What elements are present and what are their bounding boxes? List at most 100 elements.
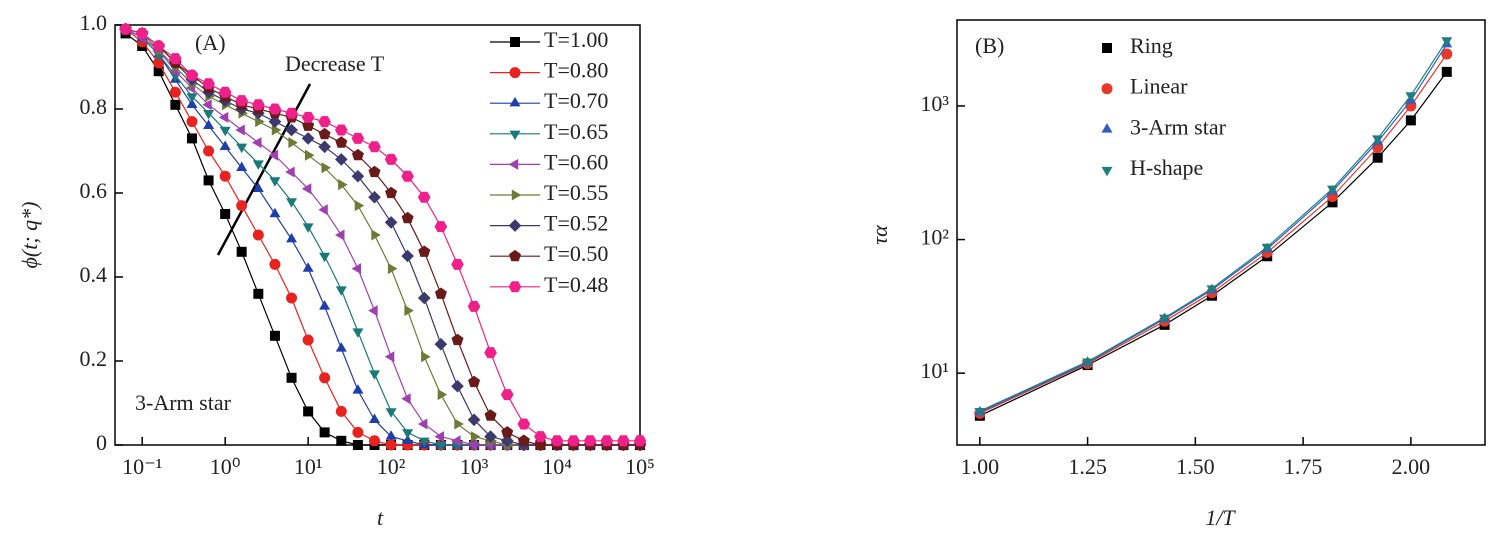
marker bbox=[268, 149, 279, 161]
marker bbox=[236, 246, 247, 257]
legend-label: T=1.00 bbox=[544, 27, 608, 52]
marker bbox=[186, 133, 197, 144]
legend-marker bbox=[508, 219, 522, 232]
marker bbox=[369, 370, 380, 380]
marker bbox=[336, 435, 347, 446]
legend-marker bbox=[508, 281, 522, 293]
marker bbox=[1327, 197, 1338, 208]
legend-marker bbox=[509, 249, 521, 262]
legend-marker bbox=[1101, 83, 1113, 95]
marker bbox=[417, 291, 431, 305]
marker bbox=[434, 337, 448, 351]
y-tick-label: 1.0 bbox=[80, 10, 108, 35]
marker bbox=[385, 430, 397, 440]
plot-frame bbox=[956, 19, 1486, 446]
marker bbox=[301, 183, 312, 195]
legend-label: T=0.52 bbox=[544, 211, 608, 236]
marker bbox=[203, 119, 215, 129]
x-tick-label: 10⁻¹ bbox=[122, 454, 162, 479]
marker bbox=[318, 116, 331, 128]
marker bbox=[236, 161, 248, 171]
y-tick-label: 0.4 bbox=[80, 262, 108, 287]
marker bbox=[517, 434, 530, 446]
marker bbox=[385, 408, 397, 418]
marker bbox=[354, 200, 365, 212]
marker bbox=[218, 86, 232, 98]
marker bbox=[203, 145, 215, 157]
legend-marker bbox=[508, 158, 519, 170]
marker bbox=[285, 107, 298, 119]
marker bbox=[384, 351, 395, 363]
marker bbox=[338, 179, 348, 191]
x-tick-label: 2.00 bbox=[1392, 454, 1431, 479]
marker bbox=[318, 204, 328, 216]
marker bbox=[417, 418, 428, 430]
marker bbox=[301, 132, 315, 145]
marker bbox=[1327, 185, 1338, 196]
marker bbox=[335, 124, 348, 136]
legend-label: Linear bbox=[1130, 74, 1188, 99]
marker bbox=[268, 103, 282, 115]
marker bbox=[1405, 115, 1416, 126]
marker bbox=[368, 190, 381, 204]
marker bbox=[220, 209, 231, 219]
marker bbox=[1441, 48, 1453, 60]
marker bbox=[186, 98, 198, 108]
marker bbox=[303, 406, 314, 417]
marker bbox=[1372, 135, 1384, 145]
marker bbox=[401, 211, 414, 224]
marker bbox=[235, 124, 245, 136]
x-tick-label: 10⁰ bbox=[210, 454, 241, 479]
x-tick-label: 10⁴ bbox=[542, 454, 572, 479]
legend-label: T=0.48 bbox=[544, 272, 608, 297]
marker bbox=[1206, 285, 1218, 295]
marker bbox=[271, 124, 282, 136]
marker bbox=[385, 186, 398, 199]
annotation: (A) bbox=[195, 30, 226, 55]
marker bbox=[335, 229, 345, 241]
y-tick-label: 10³ bbox=[920, 91, 949, 116]
marker bbox=[1159, 314, 1171, 325]
marker bbox=[974, 408, 986, 418]
marker bbox=[269, 330, 280, 341]
x-tick-label: 1.25 bbox=[1068, 454, 1107, 479]
marker bbox=[285, 166, 295, 178]
marker bbox=[319, 372, 331, 384]
marker bbox=[301, 111, 315, 123]
marker bbox=[369, 435, 381, 447]
marker bbox=[534, 431, 547, 443]
marker bbox=[285, 123, 298, 137]
marker bbox=[417, 191, 431, 203]
marker bbox=[352, 328, 364, 338]
y-tick-label: 10² bbox=[920, 225, 949, 250]
marker bbox=[236, 200, 248, 212]
x-tick-label: 1.75 bbox=[1284, 454, 1323, 479]
marker bbox=[253, 288, 264, 299]
marker bbox=[202, 78, 215, 90]
legend-marker bbox=[1102, 43, 1112, 53]
marker bbox=[318, 127, 331, 140]
marker bbox=[371, 229, 381, 241]
marker bbox=[404, 305, 414, 317]
marker bbox=[1405, 92, 1417, 102]
legend-label: H-shape bbox=[1130, 155, 1203, 180]
marker bbox=[368, 165, 381, 178]
marker bbox=[500, 434, 514, 448]
x-axis-label: t bbox=[377, 505, 384, 530]
marker bbox=[286, 292, 298, 304]
marker bbox=[302, 223, 314, 233]
marker bbox=[617, 435, 630, 447]
marker bbox=[185, 69, 199, 81]
marker bbox=[454, 418, 464, 430]
marker bbox=[484, 409, 497, 421]
marker bbox=[319, 300, 331, 310]
marker bbox=[401, 393, 411, 405]
marker bbox=[269, 207, 281, 218]
marker bbox=[402, 434, 414, 444]
marker bbox=[484, 430, 497, 443]
legend-label: T=0.80 bbox=[544, 58, 608, 83]
marker bbox=[418, 437, 430, 448]
marker bbox=[501, 426, 514, 438]
marker bbox=[368, 305, 378, 317]
marker bbox=[351, 169, 365, 183]
